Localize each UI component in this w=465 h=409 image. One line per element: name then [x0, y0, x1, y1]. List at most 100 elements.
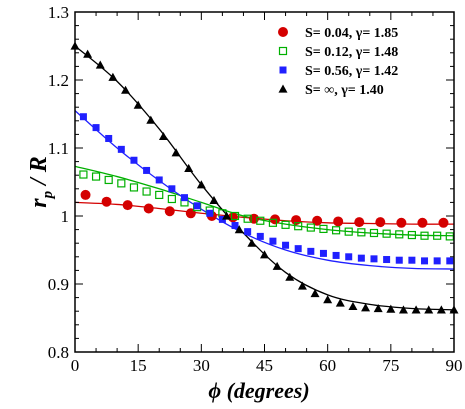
data-point-series-3	[168, 185, 176, 193]
data-point-series-3	[282, 241, 290, 249]
data-point-series-1	[80, 189, 91, 200]
data-point-series-4	[146, 115, 156, 124]
data-point-series-4	[361, 303, 371, 312]
data-point-series-3	[206, 209, 214, 217]
data-point-series-2	[91, 172, 101, 181]
data-point-series-4	[171, 148, 181, 157]
legend-marker-2	[278, 46, 288, 56]
data-point-series-1	[143, 203, 154, 214]
legend-marker-3	[279, 66, 287, 74]
y-tick-label: 1	[61, 207, 70, 226]
data-point-series-3	[231, 222, 239, 230]
data-point-series-3	[117, 145, 125, 153]
data-point-series-3	[130, 156, 138, 164]
data-point-series-4	[424, 305, 434, 314]
data-point-series-2	[344, 227, 353, 236]
data-point-series-2	[79, 170, 88, 179]
data-point-series-3	[319, 249, 327, 257]
data-point-series-4	[133, 100, 143, 109]
data-point-series-2	[357, 228, 366, 237]
legend: S= 0.04, γ= 1.85 S= 0.12, γ= 1.48 S= 0.56,…	[278, 26, 398, 98]
data-point-series-2	[129, 183, 139, 192]
data-point-series-2	[407, 230, 416, 240]
data-point-series-2	[268, 218, 278, 227]
data-point-series-3	[193, 202, 201, 210]
fit-curve-3	[74, 110, 455, 270]
data-point-series-2	[420, 231, 429, 240]
data-point-series-2	[382, 229, 391, 238]
data-point-series-3	[307, 247, 315, 255]
axes: 0 15 30 45 60 75 90 0.8 0.9 1 1.1 1.2 1.3	[48, 3, 463, 375]
legend-marker-4	[278, 84, 288, 93]
legend-label-1: S= 0.04, γ= 1.85	[305, 26, 398, 41]
x-tick-label: 90	[446, 356, 463, 375]
fit-curve-1	[74, 201, 455, 225]
data-point-series-2	[142, 187, 151, 196]
data-point-series-4	[386, 304, 396, 313]
data-point-series-1	[291, 215, 302, 226]
x-tick-label: 60	[319, 356, 336, 375]
data-point-series-3	[421, 257, 429, 265]
data-point-series-4	[297, 281, 307, 290]
data-point-series-3	[143, 166, 151, 174]
y-tick-label: 0.8	[48, 343, 69, 362]
data-point-series-2	[243, 214, 252, 223]
plot-frame	[74, 11, 455, 353]
legend-label-3: S= 0.56, γ= 1.42	[305, 64, 398, 79]
data-point-series-4	[222, 211, 232, 220]
data-point-series-4	[209, 195, 219, 204]
data-point-series-3	[180, 194, 188, 202]
fit-curve-4	[74, 45, 455, 311]
data-point-series-3	[357, 254, 365, 262]
data-point-series-3	[332, 251, 340, 259]
data-point-series-1	[417, 217, 428, 228]
data-point-series-4	[335, 298, 345, 307]
x-tick-label: 0	[71, 356, 80, 375]
data-point-series-4	[158, 131, 168, 141]
data-point-series-1	[164, 206, 175, 217]
data-point-series-4	[121, 85, 131, 94]
data-point-series-2	[433, 231, 442, 240]
data-point-series-3	[408, 256, 416, 264]
data-point-series-4	[247, 238, 257, 247]
data-point-series-4	[272, 261, 282, 270]
data-point-series-3	[92, 124, 100, 132]
data-point-series-4	[323, 295, 333, 304]
data-point-series-3	[395, 256, 403, 264]
data-point-series-1	[312, 215, 323, 226]
data-point-series-2	[395, 230, 404, 239]
data-point-series-2	[369, 228, 379, 238]
data-point-series-3	[383, 256, 391, 264]
y-tick-label: 1.3	[48, 3, 69, 22]
y-tick-label: 1.1	[48, 139, 69, 158]
data-point-series-3	[294, 245, 302, 253]
legend-label-2: S= 0.12, γ= 1.48	[305, 45, 398, 60]
data-point-series-4	[398, 305, 408, 314]
x-tick-label: 45	[256, 356, 273, 375]
data-point-series-2	[331, 226, 341, 235]
data-point-series-2	[319, 224, 328, 234]
data-point-series-3	[433, 257, 441, 265]
data-point-series-4	[436, 305, 446, 314]
data-point-series-3	[155, 176, 163, 184]
legend-marker-1	[278, 27, 288, 37]
data-point-series-3	[269, 237, 277, 245]
data-point-series-4	[310, 289, 320, 298]
y-tick-label: 0.9	[48, 275, 69, 294]
data-point-series-4	[411, 305, 421, 314]
data-point-series-2	[155, 190, 164, 200]
data-point-series-4	[184, 163, 194, 172]
data-point-series-4	[260, 250, 269, 259]
data-point-series-2	[117, 179, 126, 188]
data-point-series-1	[354, 217, 365, 228]
data-point-series-2	[306, 223, 315, 232]
data-point-series-4	[234, 225, 244, 234]
data-point-series-4	[285, 272, 295, 281]
data-point-series-3	[79, 113, 87, 121]
x-tick-label: 75	[382, 356, 399, 375]
data-point-series-3	[345, 253, 353, 261]
data-point-series-3	[256, 232, 264, 240]
y-axis-label: rp / R	[26, 156, 56, 208]
data-point-series-2	[230, 211, 240, 221]
